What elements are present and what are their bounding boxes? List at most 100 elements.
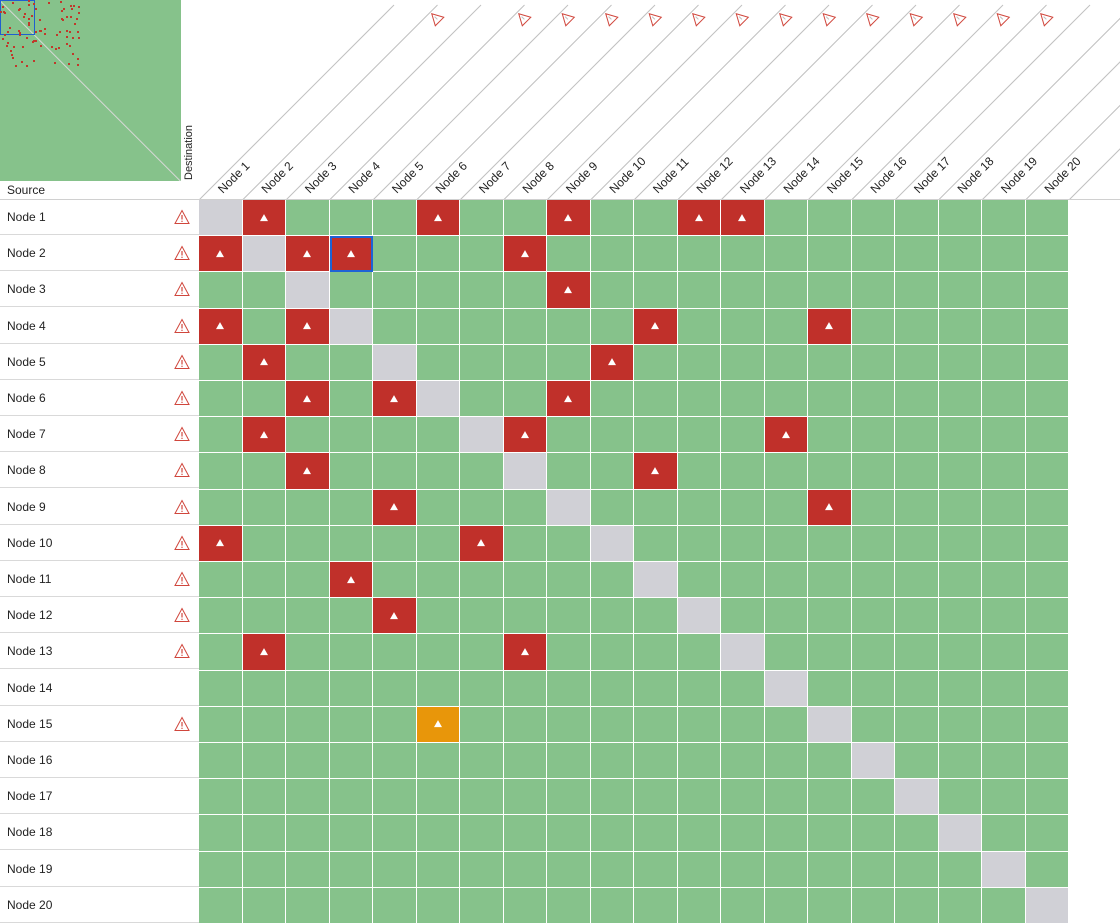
matrix-cell[interactable]: [634, 525, 678, 562]
matrix-cell[interactable]: [416, 670, 460, 707]
matrix-cell[interactable]: [677, 743, 721, 780]
warning-triangle-icon[interactable]: [174, 245, 190, 261]
matrix-cell[interactable]: [982, 308, 1026, 345]
matrix-cell[interactable]: [634, 200, 678, 237]
matrix-cell[interactable]: [460, 562, 504, 599]
matrix-cell[interactable]: [199, 743, 243, 780]
matrix-cell[interactable]: [286, 525, 330, 562]
matrix-cell[interactable]: [808, 743, 852, 780]
matrix-cell[interactable]: [851, 779, 895, 816]
matrix-cell[interactable]: [721, 887, 765, 924]
matrix-cell-alert[interactable]: [503, 634, 547, 671]
column-warning-icon[interactable]: [863, 10, 880, 27]
matrix-cell-alert[interactable]: [199, 308, 243, 345]
warning-triangle-icon[interactable]: [174, 716, 190, 732]
row-header-20[interactable]: Node 20: [0, 887, 199, 923]
matrix-cell[interactable]: [851, 489, 895, 526]
matrix-cell[interactable]: [721, 308, 765, 345]
matrix-cell[interactable]: [547, 344, 591, 381]
column-warning-icon[interactable]: [558, 10, 576, 27]
matrix-cell[interactable]: [634, 634, 678, 671]
matrix-cell[interactable]: [503, 525, 547, 562]
matrix-cell[interactable]: [242, 887, 286, 924]
matrix-cell[interactable]: [547, 634, 591, 671]
matrix-cell[interactable]: [199, 344, 243, 381]
matrix-cell[interactable]: [286, 598, 330, 635]
matrix-cell[interactable]: [895, 634, 939, 671]
matrix-cell[interactable]: [416, 236, 460, 273]
matrix-cell[interactable]: [895, 851, 939, 888]
matrix-cell[interactable]: [721, 706, 765, 743]
matrix-cell[interactable]: [329, 598, 373, 635]
matrix-cell-self[interactable]: [677, 598, 721, 635]
matrix-cell[interactable]: [721, 815, 765, 852]
matrix-cell[interactable]: [590, 308, 634, 345]
matrix-cell[interactable]: [286, 887, 330, 924]
matrix-cell[interactable]: [286, 634, 330, 671]
matrix-cell-alert[interactable]: [329, 562, 373, 599]
column-warning-icon[interactable]: [1037, 10, 1054, 27]
row-header-13[interactable]: Node 13: [0, 634, 199, 670]
matrix-cell[interactable]: [329, 381, 373, 418]
warning-triangle-icon[interactable]: [174, 607, 190, 623]
matrix-cell[interactable]: [764, 562, 808, 599]
matrix-cell[interactable]: [416, 344, 460, 381]
matrix-cell[interactable]: [982, 200, 1026, 237]
matrix-cell[interactable]: [634, 236, 678, 273]
matrix-cell-self[interactable]: [851, 743, 895, 780]
matrix-cell[interactable]: [938, 743, 982, 780]
matrix-cell[interactable]: [721, 453, 765, 490]
matrix-cell[interactable]: [590, 815, 634, 852]
matrix-cell[interactable]: [373, 236, 417, 273]
row-header-15[interactable]: Node 15: [0, 706, 199, 742]
column-warning-icon[interactable]: [950, 10, 967, 27]
minimap-viewport[interactable]: [0, 0, 35, 35]
matrix-cell-self[interactable]: [373, 344, 417, 381]
matrix-cell[interactable]: [808, 562, 852, 599]
matrix-cell-self[interactable]: [895, 779, 939, 816]
matrix-cell[interactable]: [895, 200, 939, 237]
matrix-cell[interactable]: [416, 815, 460, 852]
matrix-cell[interactable]: [199, 815, 243, 852]
matrix-cell[interactable]: [677, 779, 721, 816]
matrix-cell[interactable]: [503, 887, 547, 924]
matrix-cell[interactable]: [938, 344, 982, 381]
matrix-cell-warning[interactable]: [416, 706, 460, 743]
matrix-cell[interactable]: [1025, 525, 1069, 562]
matrix-cell[interactable]: [329, 815, 373, 852]
matrix-cell-self[interactable]: [938, 815, 982, 852]
matrix-cell-alert[interactable]: [547, 381, 591, 418]
matrix-cell[interactable]: [547, 453, 591, 490]
matrix-cell[interactable]: [547, 743, 591, 780]
matrix-cell[interactable]: [808, 598, 852, 635]
matrix-cell[interactable]: [416, 887, 460, 924]
row-header-4[interactable]: Node 4: [0, 308, 199, 344]
matrix-cell[interactable]: [721, 272, 765, 309]
matrix-cell[interactable]: [199, 851, 243, 888]
row-header-6[interactable]: Node 6: [0, 381, 199, 416]
matrix-cell[interactable]: [286, 779, 330, 816]
matrix-cell[interactable]: [242, 562, 286, 599]
matrix-cell[interactable]: [460, 308, 504, 345]
matrix-cell-self[interactable]: [721, 634, 765, 671]
matrix-cell-alert[interactable]: [199, 236, 243, 273]
column-header-15[interactable]: Node 15: [824, 154, 866, 196]
matrix-cell[interactable]: [590, 598, 634, 635]
matrix-cell[interactable]: [329, 743, 373, 780]
matrix-cell[interactable]: [416, 851, 460, 888]
matrix-cell[interactable]: [851, 562, 895, 599]
matrix-cell[interactable]: [808, 887, 852, 924]
matrix-cell-self[interactable]: [416, 381, 460, 418]
matrix-cell-alert[interactable]: [373, 598, 417, 635]
matrix-cell[interactable]: [1025, 308, 1069, 345]
matrix-cell[interactable]: [938, 562, 982, 599]
matrix-cell[interactable]: [242, 308, 286, 345]
matrix-cell-alert[interactable]: [460, 525, 504, 562]
column-header-3[interactable]: Node 3: [302, 159, 339, 196]
matrix-cell[interactable]: [721, 743, 765, 780]
matrix-cell[interactable]: [938, 851, 982, 888]
matrix-cell[interactable]: [851, 815, 895, 852]
matrix-cell[interactable]: [851, 381, 895, 418]
column-header-6[interactable]: Node 6: [433, 159, 470, 196]
matrix-cell[interactable]: [938, 272, 982, 309]
